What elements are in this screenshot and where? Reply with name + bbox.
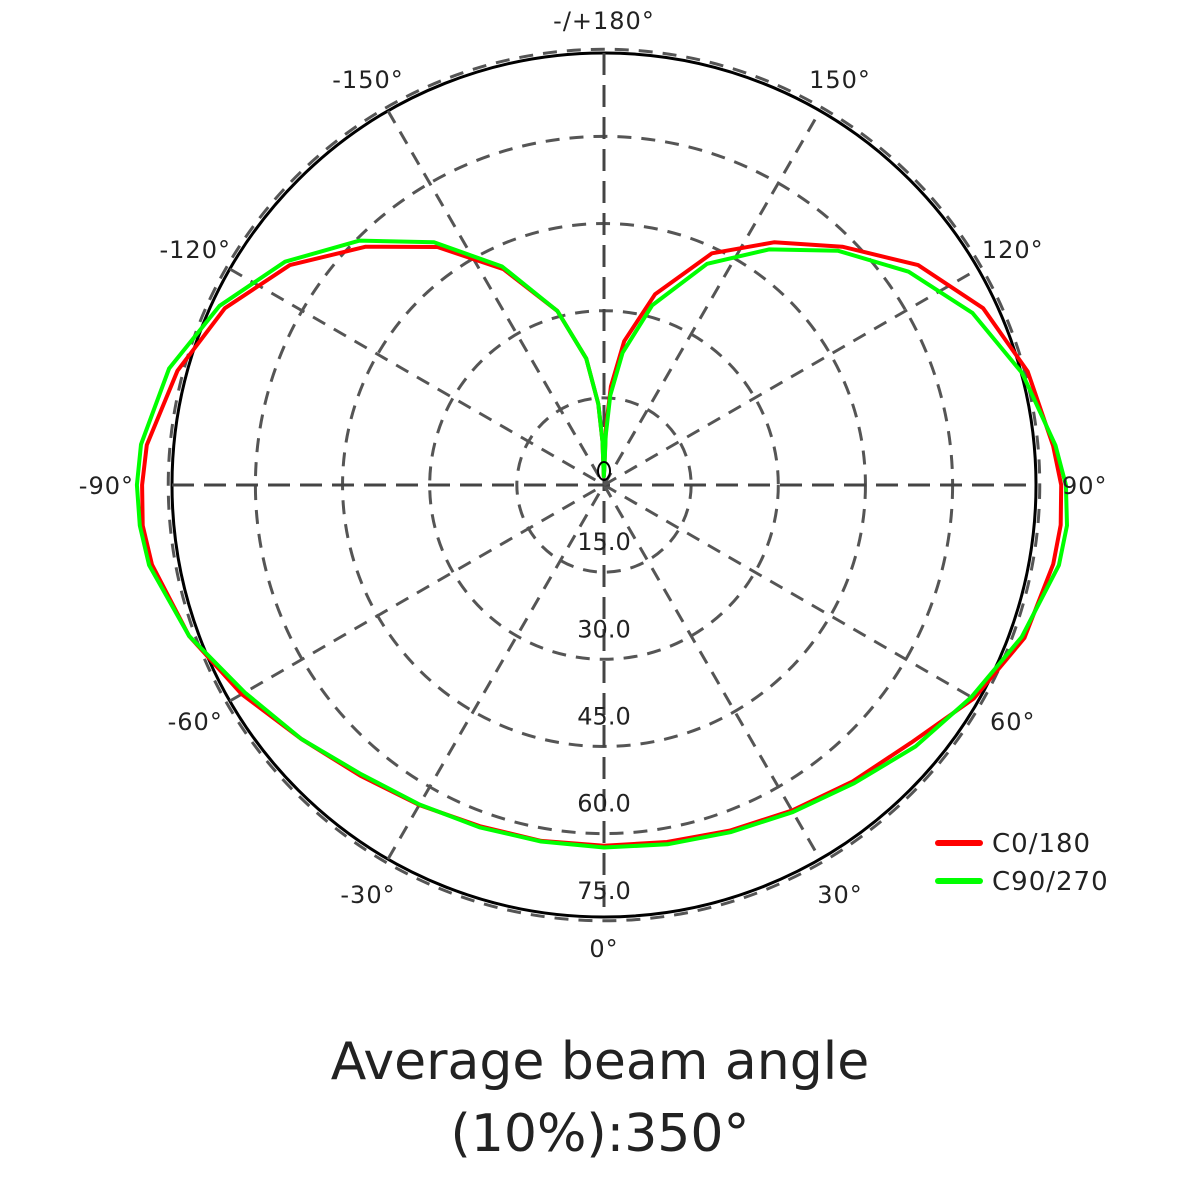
legend-label: C0/180 bbox=[992, 829, 1091, 859]
series-line-c0-180 bbox=[140, 240, 1064, 848]
radial-tick-label: 60.0 bbox=[577, 790, 630, 818]
angle-tick-label: -60° bbox=[168, 708, 223, 736]
radial-tick-label: 30.0 bbox=[577, 615, 630, 643]
angle-tick-label: -120° bbox=[160, 236, 231, 264]
series-line-c90-270 bbox=[134, 238, 1069, 850]
legend-label: C90/270 bbox=[992, 867, 1109, 897]
angle-tick-label: 30° bbox=[817, 881, 863, 909]
angle-tick-label: -30° bbox=[340, 881, 395, 909]
caption-line-2: (10%):350° bbox=[450, 1104, 750, 1164]
angle-tick-label: -/+180° bbox=[553, 7, 655, 35]
angle-tick-label: -150° bbox=[332, 66, 403, 94]
angle-tick-label: -90° bbox=[79, 472, 134, 500]
angle-tick-label: 150° bbox=[809, 66, 871, 94]
angle-tick-label: 120° bbox=[982, 236, 1044, 264]
legend: C0/180 C90/270 bbox=[935, 829, 1109, 897]
caption-line-1: Average beam angle bbox=[330, 1032, 870, 1092]
center-marker bbox=[597, 461, 611, 481]
polar-grid bbox=[166, 47, 1042, 923]
angle-grid-spoke bbox=[386, 110, 822, 860]
radial-tick-label: 15.0 bbox=[577, 528, 630, 556]
angle-tick-label: 60° bbox=[990, 708, 1036, 736]
radial-tick-label: 75.0 bbox=[577, 877, 630, 905]
angle-tick-labels: 0° 30° 60° 90° 120° 150° -/+180° -150° -120° -90°… bbox=[79, 7, 1108, 963]
angle-tick-label: 0° bbox=[589, 935, 618, 963]
radial-grid-circle bbox=[166, 47, 1042, 923]
radial-tick-labels: 15.0 30.0 45.0 60.0 75.0 bbox=[577, 528, 630, 905]
radial-tick-label: 45.0 bbox=[577, 702, 630, 730]
series-layer bbox=[134, 238, 1069, 850]
angle-tick-label: 90° bbox=[1062, 472, 1108, 500]
